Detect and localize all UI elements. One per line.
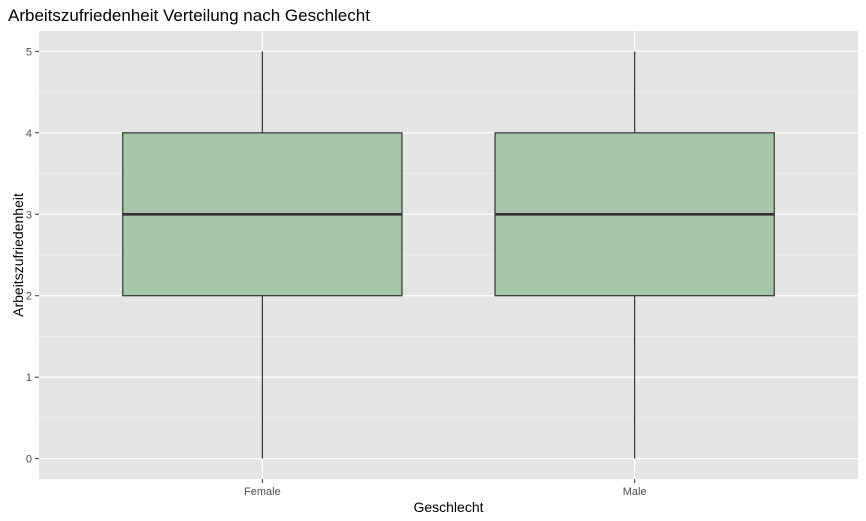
x-axis: Female Male [244,479,647,498]
y-tick-label: 4 [26,128,32,140]
x-tick-label-female: Female [244,486,281,498]
y-axis-title: Arbeitszufriedenheit [10,193,26,317]
box-male [494,51,775,459]
chart-title: Arbeitszufriedenheit Verteilung nach Ges… [8,6,370,25]
y-tick-label: 1 [26,372,32,384]
y-tick-label: 5 [26,46,32,58]
x-axis-title: Geschlecht [413,499,483,515]
y-axis: 0 1 2 3 4 5 [26,46,39,466]
box-series [122,51,775,459]
y-tick-label: 2 [26,291,32,303]
y-tick-label: 0 [26,454,32,466]
y-tick-label: 3 [26,209,32,221]
box-female [122,51,403,459]
x-tick-label-male: Male [623,486,647,498]
